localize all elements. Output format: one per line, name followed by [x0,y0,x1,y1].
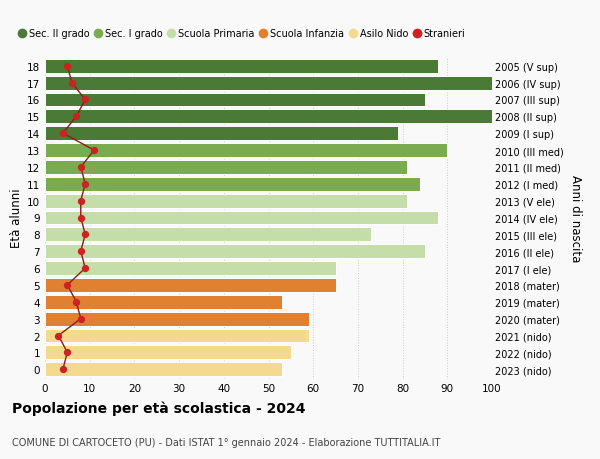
Point [80,231,90,239]
Point [62,349,72,356]
Point [76,248,86,255]
Bar [45,363,282,376]
Y-axis label: Anni di nascita: Anni di nascita [569,174,582,262]
Point [89,147,99,154]
Point [58,130,68,138]
Point [62,282,72,289]
Point [67,80,77,87]
Point [76,197,86,205]
Point [71,113,81,121]
Bar [45,295,282,309]
Point [80,96,90,104]
Bar [45,161,407,174]
Bar [45,144,447,157]
Point [53,332,63,340]
Bar [45,60,439,73]
Bar [45,93,425,107]
Bar [45,279,335,292]
Bar [45,211,439,225]
Y-axis label: Età alunni: Età alunni [10,188,23,248]
Bar [45,262,335,275]
Bar [45,329,309,343]
Bar [45,194,407,208]
Text: COMUNE DI CARTOCETO (PU) - Dati ISTAT 1° gennaio 2024 - Elaborazione TUTTITALIA.: COMUNE DI CARTOCETO (PU) - Dati ISTAT 1°… [12,437,440,448]
Point [76,315,86,323]
Point [80,181,90,188]
Point [80,265,90,272]
Point [76,164,86,171]
Text: Popolazione per età scolastica - 2024: Popolazione per età scolastica - 2024 [12,401,305,415]
Bar [45,228,371,242]
Point [62,63,72,70]
Bar [45,127,398,141]
Point [58,366,68,373]
Bar [45,346,291,359]
Bar [45,77,492,90]
Point [71,298,81,306]
Bar [45,312,309,326]
Bar [45,110,492,124]
Bar [45,245,425,258]
Legend: Sec. II grado, Sec. I grado, Scuola Primaria, Scuola Infanzia, Asilo Nido, Stran: Sec. II grado, Sec. I grado, Scuola Prim… [14,25,469,43]
Bar [45,178,421,191]
Point [76,214,86,222]
